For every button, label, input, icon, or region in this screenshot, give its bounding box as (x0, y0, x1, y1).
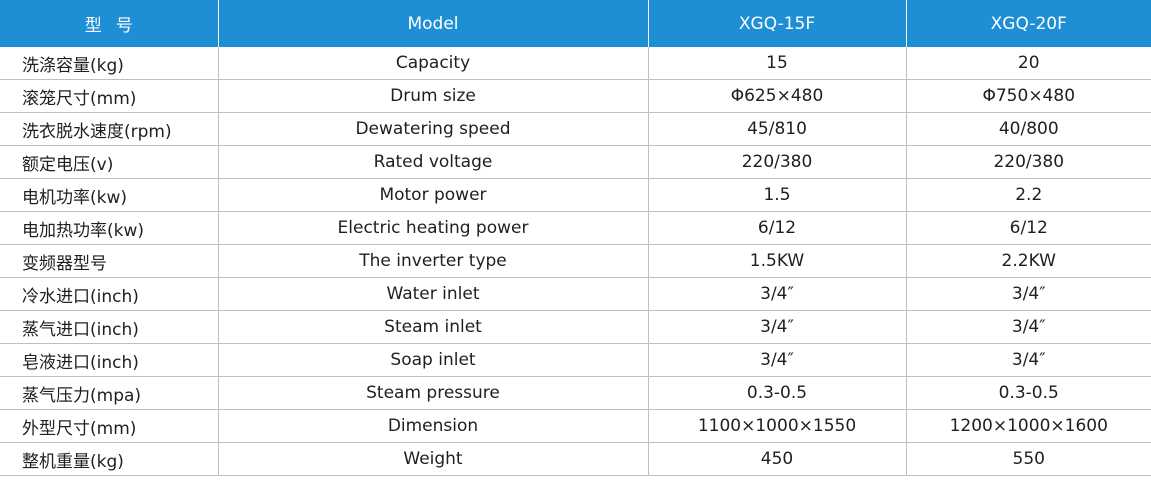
header-col1-cell: XGQ-15F (648, 0, 907, 47)
table-row: 电加热功率(kw) Electric heating power 6/12 6/… (0, 211, 1151, 245)
row-value-2-cell: 6/12 (906, 211, 1151, 245)
row-label-cell: 滚笼尺寸(mm) (0, 79, 219, 113)
row-value-2-cell: 550 (906, 442, 1151, 476)
row-value-1-cell: 220/380 (648, 145, 907, 179)
row-en-cell: Electric heating power (218, 211, 649, 245)
table-row: 洗涤容量(kg) Capacity 15 20 (0, 47, 1151, 80)
row-value-1-cell: 450 (648, 442, 907, 476)
table-row: 蒸气压力(mpa) Steam pressure 0.3-0.5 0.3-0.5 (0, 376, 1151, 410)
row-en-cell: Drum size (218, 79, 649, 113)
table-row: 皂液进口(inch) Soap inlet 3/4″ 3/4″ (0, 343, 1151, 377)
row-label-cell: 外型尺寸(mm) (0, 409, 219, 443)
row-label-cell: 整机重量(kg) (0, 442, 219, 476)
row-en-cell: Steam inlet (218, 310, 649, 344)
spec-table-body: 洗涤容量(kg) Capacity 15 20 滚笼尺寸(mm) Drum si… (0, 47, 1151, 476)
row-value-2-cell: 3/4″ (906, 277, 1151, 311)
row-label-cell: 蒸气进口(inch) (0, 310, 219, 344)
table-row: 蒸气进口(inch) Steam inlet 3/4″ 3/4″ (0, 310, 1151, 344)
table-row: 变频器型号 The inverter type 1.5KW 2.2KW (0, 244, 1151, 278)
row-label-cell: 蒸气压力(mpa) (0, 376, 219, 410)
header-row: 型号 Model XGQ-15F XGQ-20F (0, 0, 1151, 47)
row-value-2-cell: 20 (906, 47, 1151, 80)
row-en-cell: Soap inlet (218, 343, 649, 377)
row-label-cell: 额定电压(v) (0, 145, 219, 179)
row-value-2-cell: 3/4″ (906, 310, 1151, 344)
row-label-cell: 皂液进口(inch) (0, 343, 219, 377)
row-value-2-cell: 1200×1000×1600 (906, 409, 1151, 443)
row-en-cell: Rated voltage (218, 145, 649, 179)
row-label-cell: 洗涤容量(kg) (0, 47, 219, 80)
row-value-1-cell: 6/12 (648, 211, 907, 245)
table-row: 滚笼尺寸(mm) Drum size Φ625×480 Φ750×480 (0, 79, 1151, 113)
table-row: 整机重量(kg) Weight 450 550 (0, 442, 1151, 476)
row-value-1-cell: 1.5 (648, 178, 907, 212)
table-row: 洗衣脱水速度(rpm) Dewatering speed 45/810 40/8… (0, 112, 1151, 146)
table-row: 外型尺寸(mm) Dimension 1100×1000×1550 1200×1… (0, 409, 1151, 443)
header-col2-cell: XGQ-20F (906, 0, 1151, 47)
row-en-cell: Dewatering speed (218, 112, 649, 146)
row-value-1-cell: 1.5KW (648, 244, 907, 278)
header-model-cell: Model (218, 0, 649, 47)
table-row: 电机功率(kw) Motor power 1.5 2.2 (0, 178, 1151, 212)
row-value-2-cell: 3/4″ (906, 343, 1151, 377)
header-label-cell: 型号 (0, 0, 219, 47)
row-label-cell: 冷水进口(inch) (0, 277, 219, 311)
row-value-2-cell: 220/380 (906, 145, 1151, 179)
row-label-cell: 电机功率(kw) (0, 178, 219, 212)
row-value-1-cell: 0.3-0.5 (648, 376, 907, 410)
row-en-cell: Capacity (218, 47, 649, 80)
row-value-1-cell: 45/810 (648, 112, 907, 146)
row-value-1-cell: Φ625×480 (648, 79, 907, 113)
table-row: 额定电压(v) Rated voltage 220/380 220/380 (0, 145, 1151, 179)
row-value-1-cell: 15 (648, 47, 907, 80)
spec-table-header: 型号 Model XGQ-15F XGQ-20F (0, 0, 1151, 47)
row-value-2-cell: Φ750×480 (906, 79, 1151, 113)
row-label-cell: 变频器型号 (0, 244, 219, 278)
row-value-2-cell: 40/800 (906, 112, 1151, 146)
table-row: 冷水进口(inch) Water inlet 3/4″ 3/4″ (0, 277, 1151, 311)
row-value-2-cell: 2.2KW (906, 244, 1151, 278)
row-value-1-cell: 3/4″ (648, 310, 907, 344)
row-en-cell: Motor power (218, 178, 649, 212)
row-en-cell: Weight (218, 442, 649, 476)
row-value-2-cell: 0.3-0.5 (906, 376, 1151, 410)
row-label-cell: 洗衣脱水速度(rpm) (0, 112, 219, 146)
row-label-cell: 电加热功率(kw) (0, 211, 219, 245)
row-value-1-cell: 3/4″ (648, 277, 907, 311)
row-en-cell: Dimension (218, 409, 649, 443)
row-value-2-cell: 2.2 (906, 178, 1151, 212)
row-en-cell: The inverter type (218, 244, 649, 278)
row-value-1-cell: 1100×1000×1550 (648, 409, 907, 443)
row-en-cell: Water inlet (218, 277, 649, 311)
row-value-1-cell: 3/4″ (648, 343, 907, 377)
row-en-cell: Steam pressure (218, 376, 649, 410)
